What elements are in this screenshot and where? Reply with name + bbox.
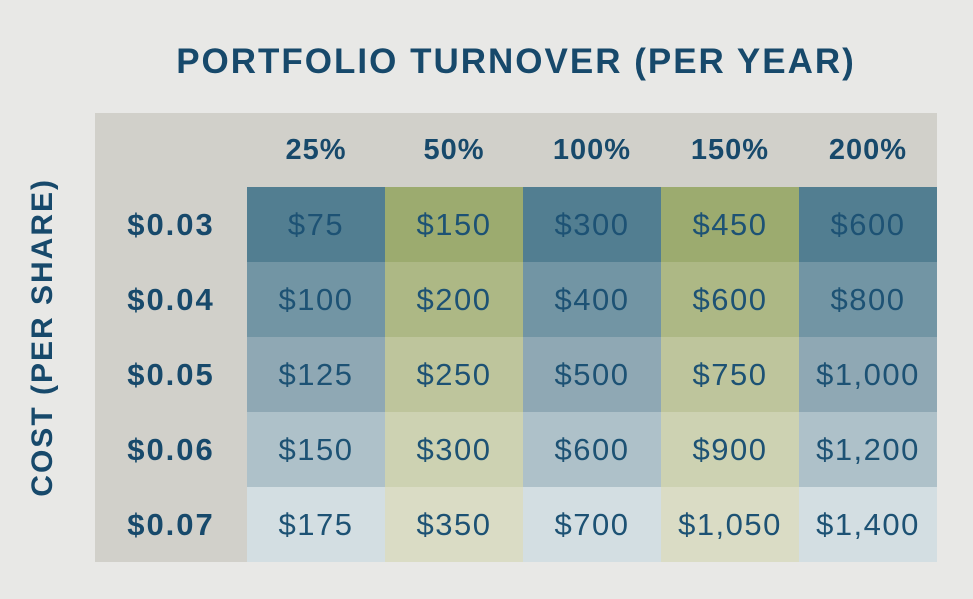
- table-cell: $600: [523, 412, 661, 487]
- table-cell: $100: [247, 262, 385, 337]
- table-cell: $750: [661, 337, 799, 412]
- table-cell: $350: [385, 487, 523, 562]
- table-cell: $600: [799, 187, 937, 262]
- table-cell: $900: [661, 412, 799, 487]
- y-axis-label: COST (PER SHARE): [26, 178, 59, 497]
- table-cell: $125: [247, 337, 385, 412]
- table-cell: $500: [523, 337, 661, 412]
- table-cell: $450: [661, 187, 799, 262]
- row-header-0.04: $0.04: [127, 281, 215, 317]
- table-cell: $300: [523, 187, 661, 262]
- column-header-100pct: 100%: [552, 133, 632, 166]
- table-corner-spacer: [95, 113, 247, 187]
- chart-title: PORTFOLIO TURNOVER (PER YEAR): [176, 42, 856, 81]
- table-grid: 25% 50% 100% 150% 200% $0.03 $75 $150 $3…: [95, 113, 937, 562]
- turnover-cost-table: 25% 50% 100% 150% 200% $0.03 $75 $150 $3…: [95, 113, 937, 562]
- table-cell: $250: [385, 337, 523, 412]
- y-axis-label-container: COST (PER SHARE): [12, 113, 74, 562]
- row-header-0.03: $0.03: [127, 206, 215, 242]
- row-header-0.05: $0.05: [127, 356, 215, 392]
- table-cell: $700: [523, 487, 661, 562]
- table-cell: $175: [247, 487, 385, 562]
- table-cell: $200: [385, 262, 523, 337]
- column-header-200pct: 200%: [828, 133, 908, 166]
- table-cell: $75: [247, 187, 385, 262]
- row-header-0.06: $0.06: [127, 431, 215, 467]
- table-cell: $400: [523, 262, 661, 337]
- table-cell: $150: [385, 187, 523, 262]
- column-header-50pct: 50%: [423, 133, 485, 166]
- table-cell: $150: [247, 412, 385, 487]
- column-header-25pct: 25%: [285, 133, 347, 166]
- table-cell: $1,000: [799, 337, 937, 412]
- table-cell: $300: [385, 412, 523, 487]
- table-cell: $800: [799, 262, 937, 337]
- table-cell: $1,200: [799, 412, 937, 487]
- table-cell: $1,400: [799, 487, 937, 562]
- row-header-0.07: $0.07: [127, 506, 215, 542]
- table-cell: $600: [661, 262, 799, 337]
- table-cell: $1,050: [661, 487, 799, 562]
- column-header-150pct: 150%: [690, 133, 770, 166]
